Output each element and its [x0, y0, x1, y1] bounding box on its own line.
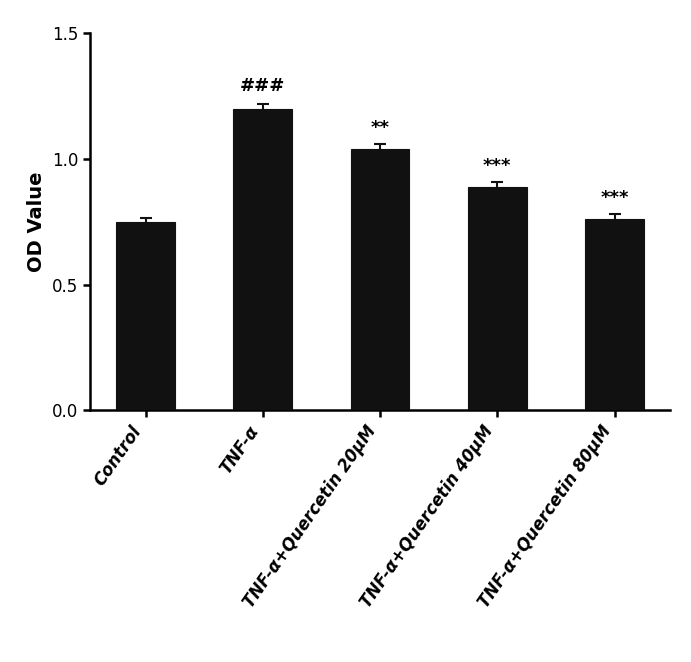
Bar — [585, 218, 644, 410]
Bar — [116, 222, 175, 410]
Bar — [468, 187, 527, 410]
Text: ***: *** — [483, 157, 511, 175]
Text: ###: ### — [240, 77, 285, 95]
Bar — [351, 149, 409, 410]
Bar — [234, 109, 292, 410]
Y-axis label: OD Value: OD Value — [27, 171, 46, 272]
Text: ***: *** — [600, 189, 629, 207]
Text: **: ** — [370, 118, 390, 137]
